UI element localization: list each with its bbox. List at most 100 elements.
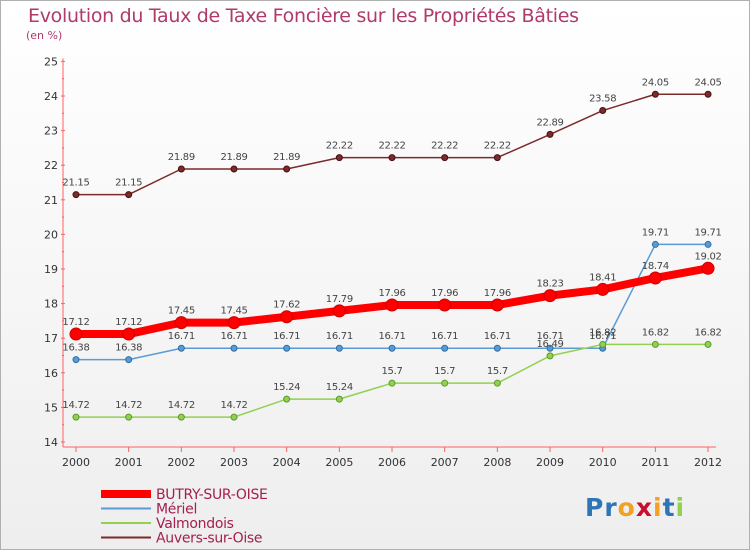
data-point <box>283 395 291 403</box>
data-point <box>385 298 399 312</box>
legend-label: Auvers-sur-Oise <box>156 531 262 547</box>
data-label: 16.82 <box>642 327 669 338</box>
x-tick-label: 2012 <box>694 456 722 469</box>
data-point <box>72 356 80 364</box>
data-point <box>704 240 712 248</box>
data-label: 17.96 <box>484 288 511 299</box>
data-point <box>388 379 396 387</box>
data-point <box>543 289 557 303</box>
data-label: 16.71 <box>589 331 616 342</box>
x-tick-label: 2010 <box>589 456 617 469</box>
y-tick-label: 23 <box>44 125 58 138</box>
data-label: 16.71 <box>220 331 247 342</box>
data-point <box>701 261 715 275</box>
data-label: 17.12 <box>115 317 142 328</box>
data-label: 19.71 <box>642 227 669 238</box>
data-label: 23.58 <box>589 94 616 105</box>
data-label: 17.45 <box>168 306 195 317</box>
data-label: 18.23 <box>536 279 563 290</box>
y-tick-label: 25 <box>44 55 58 68</box>
data-point <box>125 413 133 421</box>
data-label: 22.22 <box>431 141 458 152</box>
y-tick-label: 18 <box>44 298 58 311</box>
y-tick-label: 15 <box>44 401 58 414</box>
y-tick-label: 21 <box>44 194 58 207</box>
data-point <box>72 191 80 199</box>
data-label: 14.72 <box>115 400 142 411</box>
data-label: 16.71 <box>273 331 300 342</box>
data-label: 19.71 <box>694 227 721 238</box>
data-label: 21.89 <box>168 152 195 163</box>
data-label: 21.89 <box>273 152 300 163</box>
data-point <box>125 191 133 199</box>
data-label: 14.72 <box>220 400 247 411</box>
data-label: 16.71 <box>378 331 405 342</box>
x-tick-label: 2005 <box>325 456 353 469</box>
data-label: 24.05 <box>642 77 669 88</box>
y-tick-label: 19 <box>44 263 58 276</box>
data-point <box>283 165 291 173</box>
data-point <box>651 340 659 348</box>
data-point <box>441 344 449 352</box>
data-point <box>599 107 607 115</box>
data-point <box>174 316 188 330</box>
data-point <box>596 282 610 296</box>
y-tick-label: 14 <box>44 436 58 449</box>
y-tick-label: 17 <box>44 332 58 345</box>
data-label: 16.71 <box>326 331 353 342</box>
data-point <box>388 344 396 352</box>
data-point <box>441 154 449 162</box>
data-label: 17.96 <box>378 288 405 299</box>
data-point <box>599 340 607 348</box>
data-point <box>280 310 294 324</box>
data-label: 22.22 <box>378 141 405 152</box>
y-tick-label: 20 <box>44 228 58 241</box>
y-tick-label: 24 <box>44 90 58 103</box>
data-label: 17.62 <box>273 300 300 311</box>
data-label: 14.72 <box>168 400 195 411</box>
data-label: 21.15 <box>115 178 142 189</box>
data-label: 17.45 <box>220 306 247 317</box>
data-label: 22.89 <box>536 117 563 128</box>
data-point <box>335 344 343 352</box>
x-tick-label: 2000 <box>62 456 90 469</box>
x-tick-label: 2011 <box>641 456 669 469</box>
data-label: 19.02 <box>694 251 721 262</box>
data-label: 22.22 <box>484 141 511 152</box>
data-point <box>704 90 712 98</box>
data-label: 21.89 <box>220 152 247 163</box>
data-point <box>227 316 241 330</box>
data-point <box>546 130 554 138</box>
x-tick-label: 2006 <box>378 456 406 469</box>
data-point <box>546 352 554 360</box>
data-label: 16.82 <box>589 327 616 338</box>
chart-subtitle: (en %) <box>26 29 63 42</box>
x-tick-label: 2007 <box>431 456 459 469</box>
data-point <box>230 165 238 173</box>
data-label: 21.15 <box>62 178 89 189</box>
data-label: 17.12 <box>62 317 89 328</box>
data-point <box>546 344 554 352</box>
data-point <box>441 379 449 387</box>
data-label: 16.49 <box>536 339 563 350</box>
data-label: 16.71 <box>484 331 511 342</box>
chart-title: Evolution du Taux de Taxe Foncière sur l… <box>28 5 579 27</box>
data-point <box>651 240 659 248</box>
data-point <box>283 344 291 352</box>
data-point <box>704 340 712 348</box>
data-point <box>335 395 343 403</box>
data-label: 15.24 <box>273 382 300 393</box>
data-label: 17.96 <box>431 288 458 299</box>
data-point <box>332 304 346 318</box>
legend-label: Valmondois <box>156 516 234 532</box>
data-point <box>122 327 136 341</box>
data-point <box>648 271 662 285</box>
legend-label: Mériel <box>156 502 197 518</box>
data-point <box>69 327 83 341</box>
data-point <box>177 165 185 173</box>
data-label: 16.71 <box>536 331 563 342</box>
data-label: 24.05 <box>694 77 721 88</box>
data-point <box>493 154 501 162</box>
proxiti-logo: Proxiti <box>585 493 686 522</box>
